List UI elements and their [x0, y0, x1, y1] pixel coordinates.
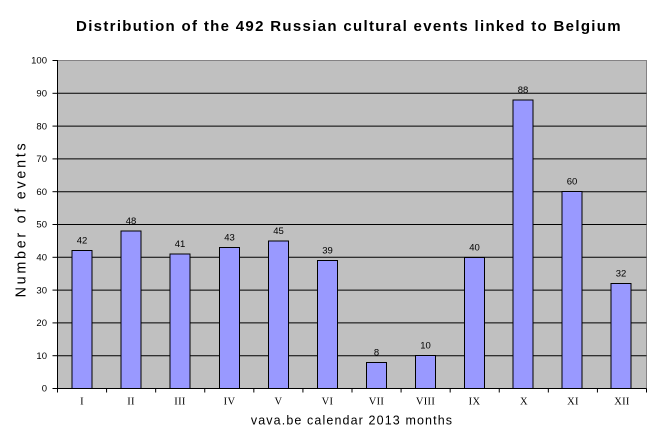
svg-text:IV: IV	[224, 397, 236, 408]
svg-text:32: 32	[616, 269, 627, 280]
svg-text:100: 100	[31, 56, 47, 67]
svg-text:45: 45	[273, 226, 284, 237]
svg-text:88: 88	[518, 85, 529, 96]
svg-text:20: 20	[36, 318, 47, 329]
svg-text:Distribution of the 492 Russia: Distribution of the 492 Russian cultural…	[76, 18, 622, 35]
svg-text:70: 70	[36, 154, 47, 165]
svg-text:V: V	[275, 397, 283, 408]
svg-text:40: 40	[36, 253, 47, 264]
svg-text:60: 60	[567, 177, 578, 188]
svg-text:II: II	[127, 397, 135, 408]
svg-text:10: 10	[420, 341, 431, 352]
svg-text:41: 41	[175, 239, 186, 250]
svg-text:XI: XI	[567, 397, 579, 408]
svg-text:XII: XII	[614, 397, 630, 408]
svg-text:90: 90	[36, 89, 47, 100]
svg-text:30: 30	[36, 285, 47, 296]
svg-text:39: 39	[322, 246, 333, 257]
svg-text:60: 60	[36, 187, 47, 198]
svg-text:0: 0	[42, 384, 47, 395]
svg-text:40: 40	[469, 243, 480, 254]
svg-text:43: 43	[224, 233, 235, 244]
svg-text:42: 42	[77, 236, 88, 247]
svg-text:80: 80	[36, 121, 47, 132]
svg-text:8: 8	[374, 348, 379, 359]
svg-text:10: 10	[36, 351, 47, 362]
svg-text:50: 50	[36, 220, 47, 231]
svg-text:X: X	[520, 397, 528, 408]
svg-text:vava.be calendar 2013 months: vava.be calendar 2013 months	[251, 414, 453, 428]
svg-text:I: I	[80, 397, 84, 408]
svg-text:IX: IX	[469, 397, 481, 408]
svg-text:VIII: VIII	[416, 397, 435, 408]
svg-text:VII: VII	[369, 397, 385, 408]
svg-text:III: III	[174, 397, 186, 408]
svg-text:Number of events: Number of events	[14, 141, 30, 298]
svg-text:48: 48	[126, 216, 137, 227]
svg-text:VI: VI	[322, 397, 334, 408]
